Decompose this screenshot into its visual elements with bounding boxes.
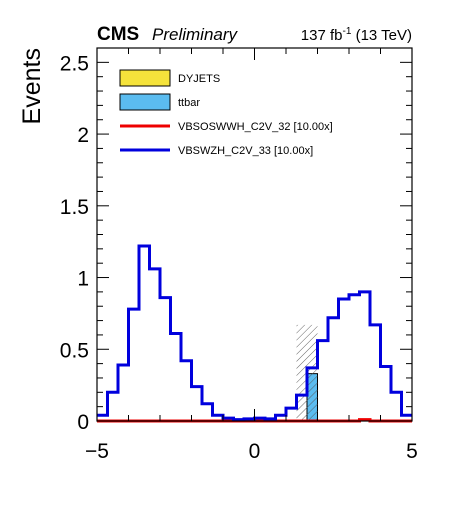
legend-label-2: ttbar [178,97,200,109]
legend-swatch-1 [119,69,171,87]
signal-lines [97,244,412,423]
y-tick-label: 1.5 [60,196,89,219]
x-tick-label: −5 [85,440,109,463]
line-series-2 [97,244,412,422]
luminosity-label: 137 fb-1 (13 TeV) [301,26,412,44]
y-axis-title: Events [18,48,46,124]
x-tick-label: 5 [406,440,418,463]
legend: DYJETS ttbar VBSOSWWH_C2V_32 [10.00x] VBSWZ… [119,69,333,157]
y-tick-label: 0 [77,411,89,434]
axes: 0 0.5 1 1.5 2 2.5 −5 0 5 [60,47,418,463]
legend-label-4: VBSWZH_C2V_33 [10.00x] [178,145,313,157]
uncertainty-bin-19 [296,324,308,421]
luminosity-value: 137 fb [301,27,343,44]
cms-label: CMS [97,24,139,45]
y-tick-label: 1 [77,268,89,291]
y-tick-label: 0.5 [60,339,89,362]
y-tick-label: 2.5 [60,52,89,75]
luminosity-energy: (13 TeV) [351,27,412,44]
legend-label-1: DYJETS [178,73,220,85]
y-tick-label: 2 [77,124,89,147]
preliminary-label: Preliminary [152,25,239,44]
legend-swatch-2 [119,93,171,111]
uncertainty-band [296,324,318,421]
legend-label-3: VBSOSWWH_C2V_32 [10.00x] [178,121,333,133]
x-tick-label: 0 [249,440,261,463]
luminosity-exponent: -1 [343,26,352,37]
uncertainty-bin-20 [307,324,318,421]
